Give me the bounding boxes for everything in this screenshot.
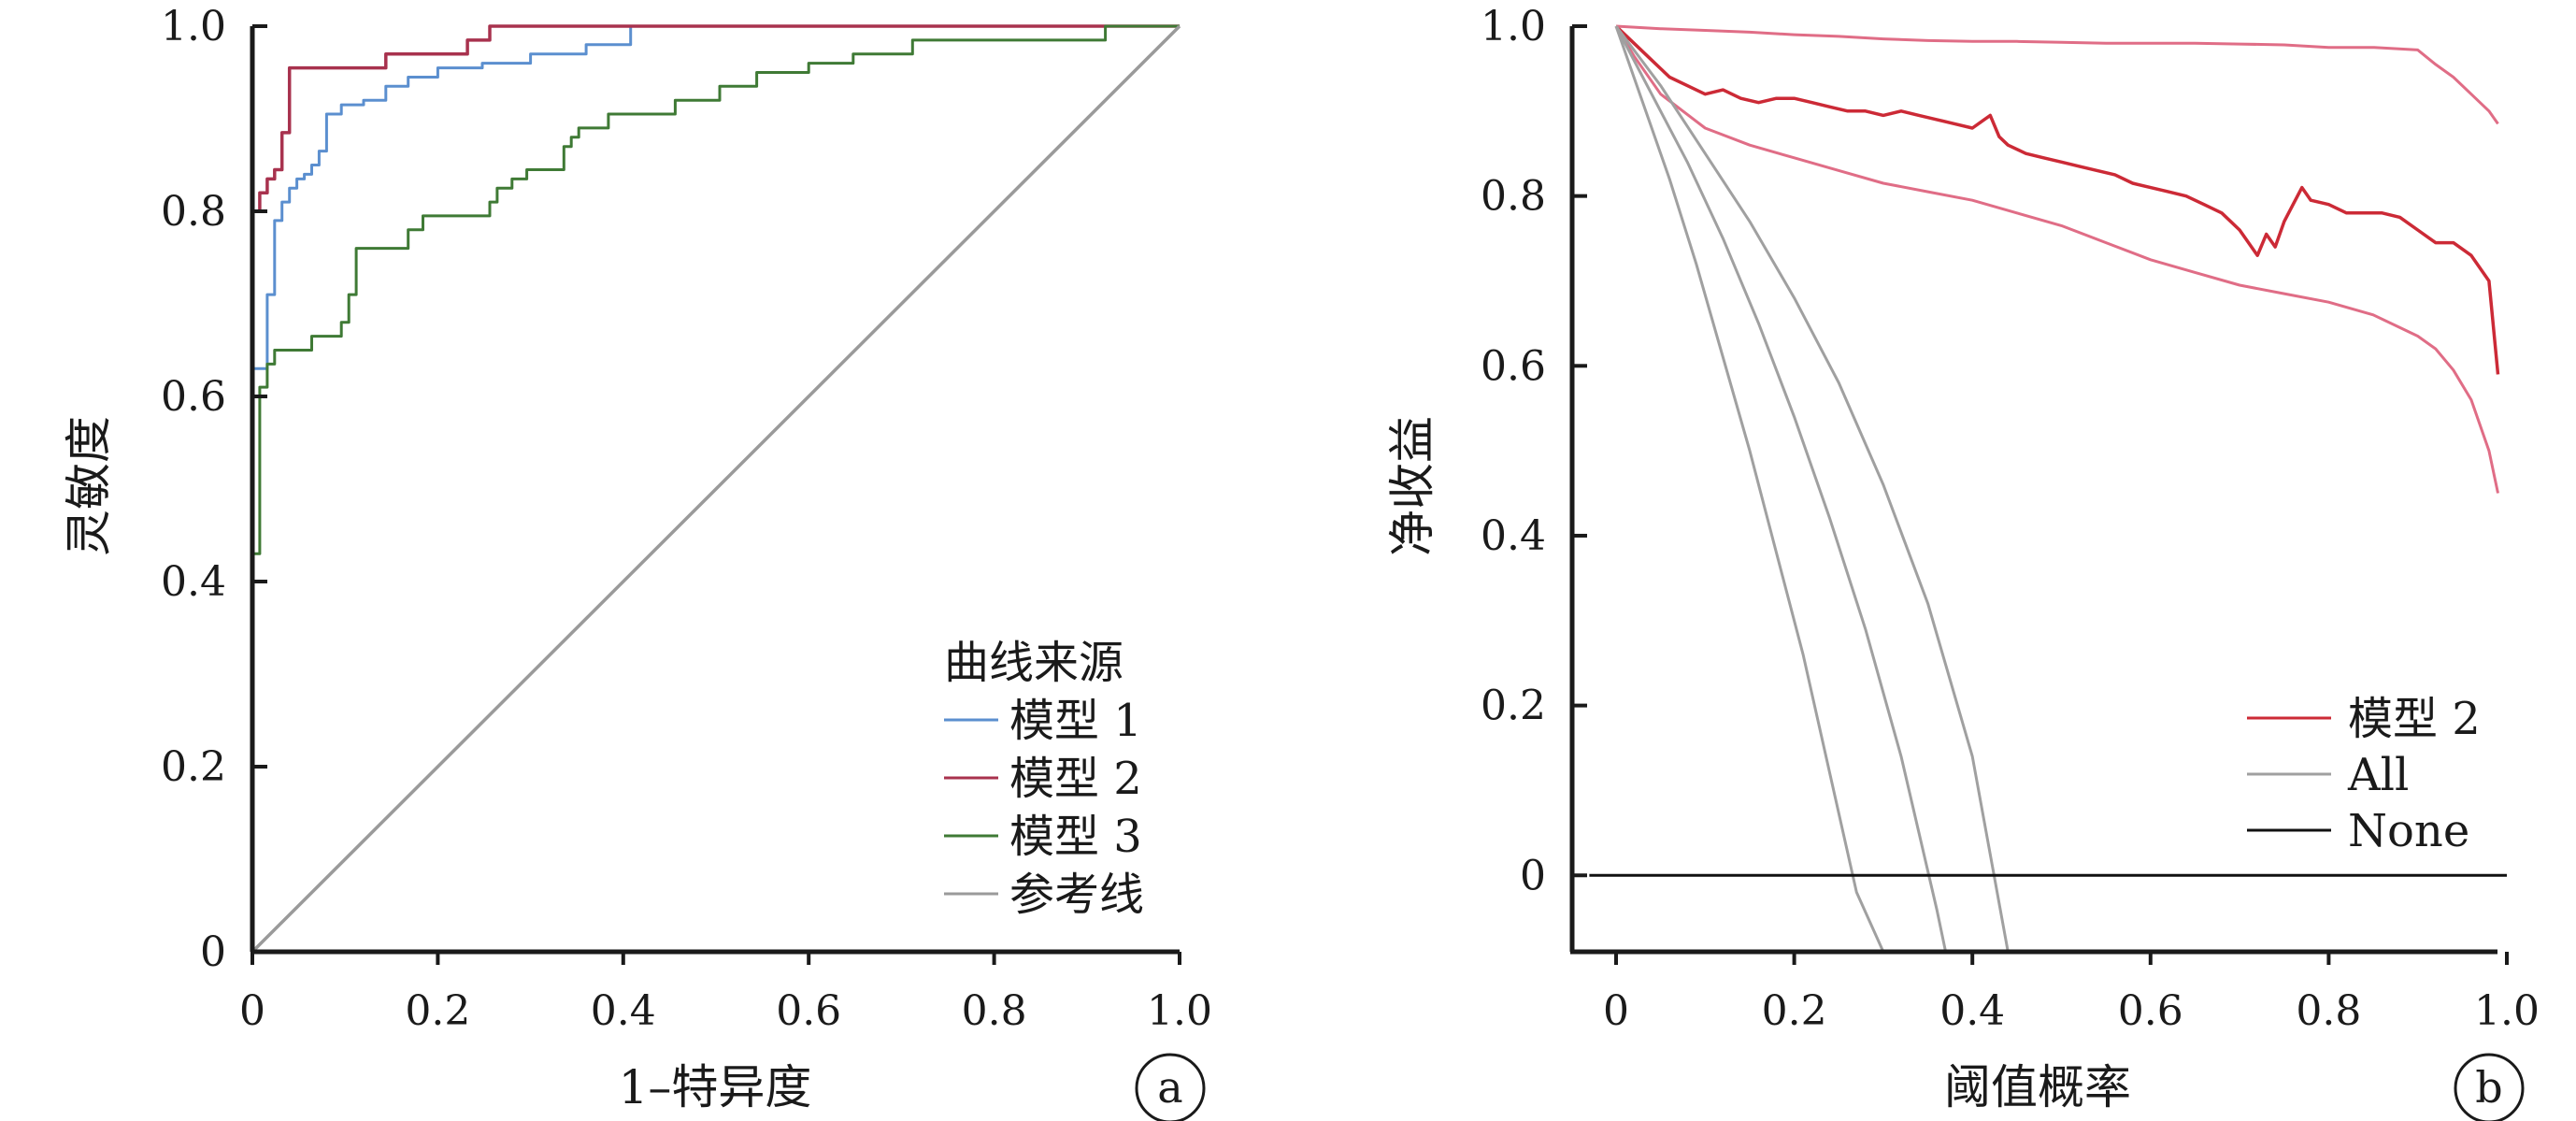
roc-y-tick-label: 0.4 — [161, 558, 226, 606]
dca-y-tick-label: 0.8 — [1481, 173, 1546, 221]
dca-x-tick-label: 0.8 — [2296, 987, 2361, 1035]
dca-legend-label-model-2: 模型 2 — [2348, 693, 2481, 745]
roc-x-tick-label: 0.4 — [591, 987, 656, 1035]
dca-x-tick-label: 1.0 — [2474, 987, 2540, 1035]
roc-legend-label-model-3: 模型 3 — [1009, 811, 1142, 863]
roc-y-tick-label: 0.2 — [161, 743, 226, 791]
roc-x-tick-label: 1.0 — [1147, 987, 1212, 1035]
dca-y-tick-label: 0.2 — [1481, 683, 1546, 730]
dca-y-tick-label: 0.6 — [1481, 342, 1546, 390]
roc-y-tick-label: 1.0 — [161, 3, 226, 50]
roc-panel-label-circle — [1135, 1053, 1206, 1121]
roc-series-line-3 — [250, 24, 1181, 954]
dca-legend-label-none: None — [2348, 805, 2469, 857]
roc-panel: 0 0.2 0.4 0.6 0.8 1.0 0 0.2 0.4 0.6 0.8 1.0 1–特异度 灵… — [62, 3, 1212, 1121]
dca-series-line-5 — [1614, 25, 2010, 953]
dca-series-line-3 — [1614, 25, 1885, 953]
roc-y-tick-label: 0.8 — [161, 188, 226, 236]
dca-y-tick-label: 0 — [1520, 852, 1546, 899]
roc-ticks: 0 0.2 0.4 0.6 0.8 1.0 0 0.2 0.4 0.6 0.8 1.0 — [161, 3, 1212, 1035]
roc-x-tick-label: 0.2 — [405, 987, 470, 1035]
dca-y-axis-title: 净收益 — [1385, 416, 1439, 556]
dca-panel-label: b — [2475, 1062, 2502, 1113]
roc-x-tick-label: 0.8 — [962, 987, 1027, 1035]
roc-x-axis-title: 1–特异度 — [619, 1060, 812, 1114]
roc-panel-label: a — [1157, 1062, 1182, 1113]
roc-y-tick-label: 0 — [200, 928, 226, 976]
dca-panel-label-circle — [2454, 1053, 2525, 1121]
dca-x-tick-label: 0 — [1603, 987, 1629, 1035]
roc-legend-label-model-2: 模型 2 — [1009, 753, 1142, 805]
dca-x-tick-label: 0.4 — [1939, 987, 2005, 1035]
roc-plot-area — [250, 24, 1181, 954]
dca-x-tick-label: 0.6 — [2118, 987, 2183, 1035]
roc-series-line-0 — [250, 24, 1180, 952]
dca-x-tick-label: 0.2 — [1762, 987, 1827, 1035]
roc-series-line-2 — [250, 24, 1180, 952]
dca-legend-label-all: All — [2347, 749, 2409, 801]
dca-y-tick-label: 0.4 — [1481, 512, 1546, 560]
roc-x-tick-label: 0 — [239, 987, 265, 1035]
roc-legend: 曲线来源 模型 1 模型 2 模型 3 参考线 — [944, 637, 1144, 921]
dca-series-line-0 — [1614, 24, 2500, 375]
roc-x-tick-label: 0.6 — [776, 987, 841, 1035]
roc-series-line-1 — [250, 24, 1180, 952]
roc-y-tick-label: 0.6 — [161, 373, 226, 421]
roc-y-axis-title: 灵敏度 — [62, 416, 116, 556]
roc-legend-title: 曲线来源 — [944, 637, 1123, 689]
dca-ticks: 0 0.2 0.4 0.6 0.8 1.0 0 0.2 0.4 0.6 0.8 1.0 — [1481, 3, 2540, 1035]
dca-series-line-1 — [1615, 24, 2499, 125]
dca-legend: 模型 2 All None — [2247, 693, 2481, 857]
dca-y-tick-label: 1.0 — [1481, 3, 1546, 50]
dca-series-line-4 — [1614, 25, 1948, 953]
dca-series-line-2 — [1614, 25, 2499, 494]
dca-plot-area — [1589, 24, 2507, 953]
dca-panel: 0 0.2 0.4 0.6 0.8 1.0 0 0.2 0.4 0.6 0.8 1.0 阈值概率 净收… — [1385, 3, 2540, 1121]
roc-legend-label-reference: 参考线 — [1009, 869, 1144, 921]
roc-legend-label-model-1: 模型 1 — [1009, 695, 1142, 747]
dca-x-axis-title: 阈值概率 — [1944, 1060, 2131, 1114]
